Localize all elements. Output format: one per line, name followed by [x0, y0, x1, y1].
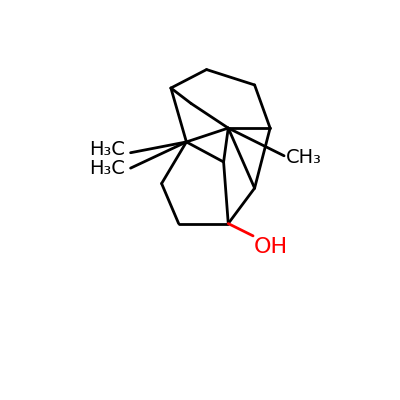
Text: H₃C: H₃C: [89, 140, 125, 159]
Text: CH₃: CH₃: [286, 148, 322, 167]
Text: OH: OH: [254, 237, 288, 257]
Text: H₃C: H₃C: [89, 159, 125, 178]
